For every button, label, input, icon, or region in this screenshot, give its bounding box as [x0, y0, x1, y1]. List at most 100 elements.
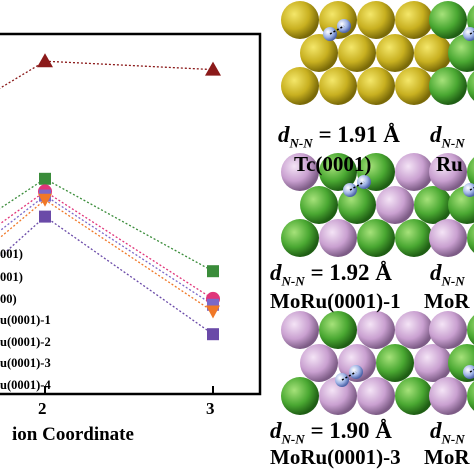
dnn-label-moru3: dN-N = 1.90 Å	[270, 418, 392, 447]
series-line-in-5	[0, 216, 46, 258]
n-atom	[463, 183, 474, 197]
n-n-bond	[341, 371, 357, 381]
x-axis-ticks	[44, 386, 214, 394]
surface-atom	[429, 219, 467, 257]
surface-label-tc: Tc(0001)	[294, 152, 372, 176]
legend-entry-6: u(0001)-3	[0, 356, 51, 370]
surface-atom	[300, 344, 338, 382]
series-line-in-1	[0, 178, 46, 210]
series-1-point-0	[39, 172, 51, 185]
surface-atom	[319, 153, 357, 191]
series-line-in-4	[0, 199, 46, 239]
surface-atom	[467, 71, 474, 101]
series-line-1	[44, 178, 214, 272]
surface-atom	[448, 34, 474, 72]
surface-atom	[319, 67, 357, 105]
surface-atom	[357, 67, 395, 105]
surface-atom	[338, 34, 376, 72]
surface-label-moru4: MoR	[424, 445, 470, 469]
n-n-bond	[329, 25, 345, 35]
surface-atom	[281, 377, 319, 415]
atom-layer	[429, 153, 474, 257]
surface-atom	[429, 1, 467, 39]
surface-atom	[357, 219, 395, 257]
series-line-in-3	[0, 195, 46, 232]
legend-entry-1: 001)	[0, 247, 23, 261]
surface-label-moru1: MoRu(0001)-1	[270, 289, 401, 313]
series-markers	[37, 53, 221, 341]
surface-atom	[467, 223, 474, 253]
series-line-5	[44, 216, 214, 335]
atom-layer	[429, 311, 474, 415]
legend-entry-7: u(0001)-4	[0, 378, 51, 392]
surface-atom	[429, 67, 467, 105]
surface-atom	[281, 311, 319, 349]
surface-atom	[376, 344, 414, 382]
series-4-point-0	[38, 193, 52, 207]
dnn-label-moru2: dN-N	[430, 260, 465, 289]
x-tick-label-2: 2	[38, 399, 47, 418]
surface-atom	[467, 157, 474, 187]
legend-entry-2: 001)	[0, 270, 23, 284]
series-line-2	[44, 190, 214, 300]
series-line-0	[44, 60, 214, 71]
atom-layer	[281, 153, 452, 257]
surface-atom	[395, 377, 433, 415]
series-5-point-0	[39, 210, 51, 223]
series-line-in-0	[0, 60, 46, 89]
series-0-point-0	[37, 53, 53, 68]
series-5-point-1	[207, 328, 219, 341]
surface-atom	[300, 34, 338, 72]
atom-layer	[429, 1, 474, 105]
surface-atom	[414, 34, 452, 72]
surface-atom	[414, 344, 452, 382]
legend-entry-5: u(0001)-2	[0, 335, 51, 349]
atom-layer	[281, 1, 452, 105]
dnn-label-tc: dN-N = 1.91 Å	[278, 122, 400, 151]
surface-atom	[281, 219, 319, 257]
series-1-point-1	[207, 265, 219, 278]
legend-entry-3: 00)	[0, 292, 17, 306]
n-atom	[463, 365, 474, 379]
surface-atom	[281, 67, 319, 105]
surface-atom	[357, 311, 395, 349]
plot-frame	[0, 32, 262, 396]
legend-entry-4: u(0001)-1	[0, 313, 51, 327]
surface-atom	[467, 381, 474, 411]
surface-atom	[429, 377, 467, 415]
surface-label-moru3: MoRu(0001)-3	[270, 445, 401, 469]
series-4-point-1	[206, 305, 220, 319]
surface-atom	[395, 219, 433, 257]
surface-atom	[281, 1, 319, 39]
surface-label-moru2: MoR	[424, 289, 470, 313]
surface-atom	[414, 186, 452, 224]
series-line-3	[44, 195, 214, 306]
n-atom	[463, 27, 474, 41]
surface-atom	[467, 315, 474, 345]
surface-atom	[429, 311, 467, 349]
surface-atom	[395, 1, 433, 39]
surface-atom	[319, 219, 357, 257]
series-0-point-1	[205, 61, 221, 76]
surface-atom	[376, 34, 414, 72]
surface-atom	[395, 67, 433, 105]
surface-atom	[357, 377, 395, 415]
surface-atom	[338, 344, 376, 382]
surface-atom	[395, 153, 433, 191]
surface-atom	[319, 311, 357, 349]
surface-atom	[300, 186, 338, 224]
n-n-bond	[349, 181, 365, 191]
dnn-label-moru1: dN-N = 1.92 Å	[270, 260, 392, 289]
series-line-in-2	[0, 190, 46, 225]
dnn-label-moru4: dN-N	[430, 418, 465, 447]
surface-models	[281, 1, 474, 415]
surface-atom	[281, 153, 319, 191]
x-axis-label: ion Coordinate	[12, 424, 134, 445]
surface-atom	[395, 311, 433, 349]
series-lines	[0, 60, 214, 335]
dnn-label-ru: dN-N	[430, 122, 465, 151]
surface-atom	[357, 1, 395, 39]
atom-layer	[281, 311, 452, 415]
surface-atom	[429, 153, 467, 191]
